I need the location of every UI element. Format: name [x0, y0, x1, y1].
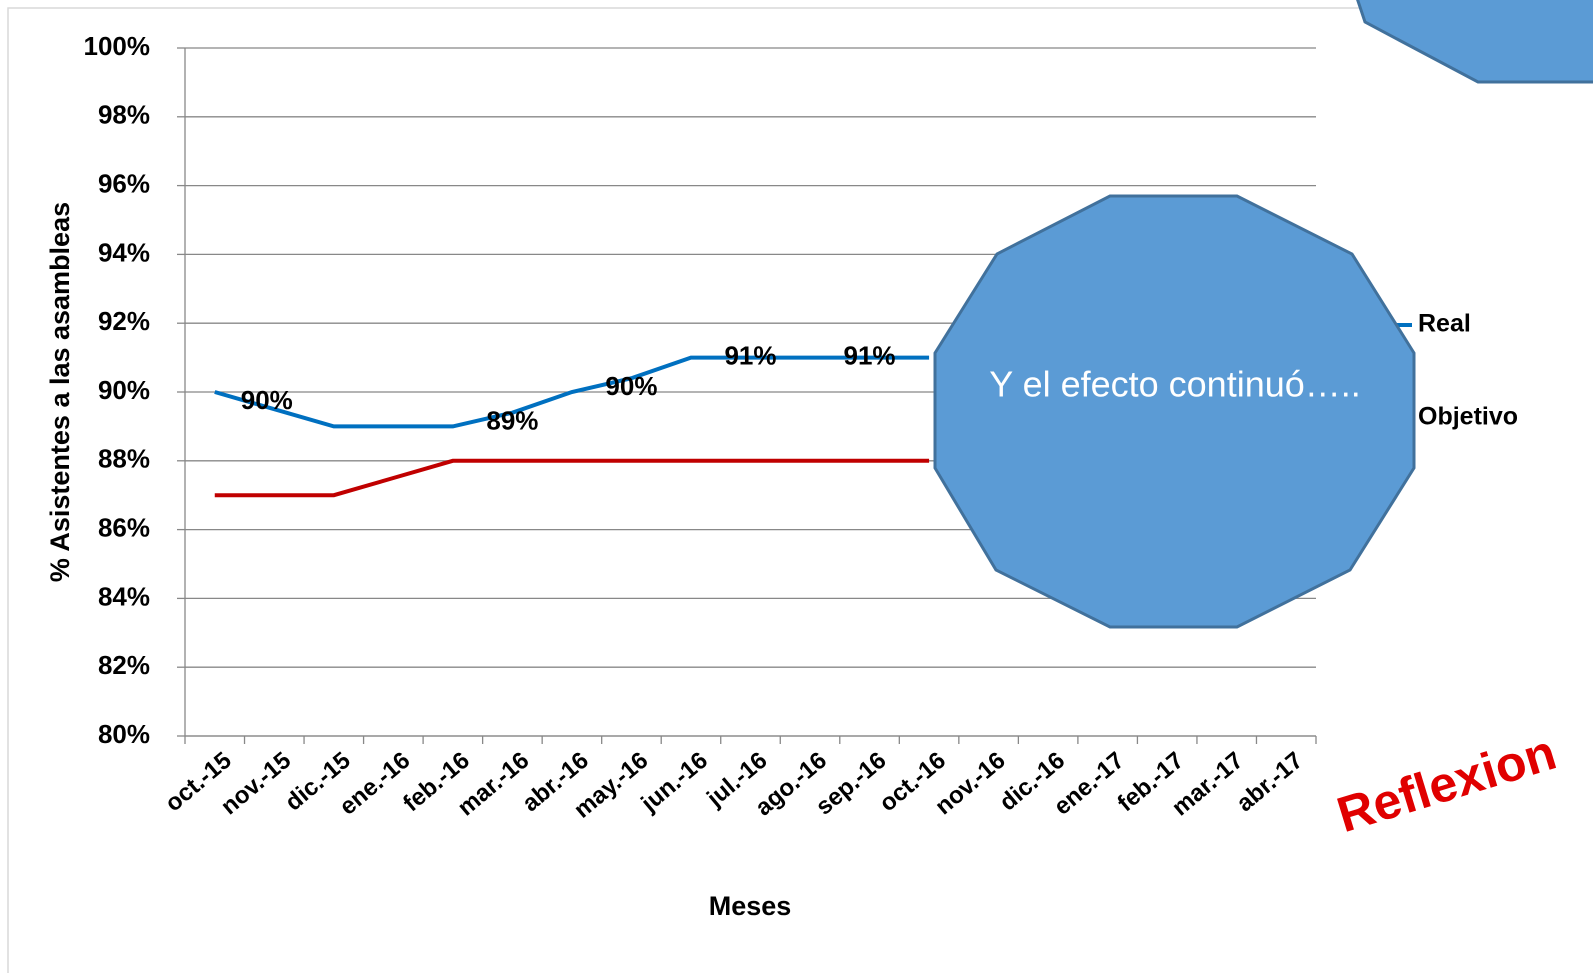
y-tick-label: 92% — [98, 306, 150, 336]
y-tick-label: 100% — [84, 31, 151, 61]
callout-text: Y el efecto continuó….. — [989, 364, 1361, 405]
y-axis-title: % Asistentes a las asambleas — [45, 202, 75, 582]
callout-shape — [933, 194, 1416, 629]
data-label: 91% — [724, 340, 776, 370]
y-tick-label: 86% — [98, 512, 150, 542]
y-tick-label: 94% — [98, 237, 150, 267]
x-axis-title: Meses — [709, 891, 792, 921]
corner-shape — [1356, 0, 1593, 84]
data-label: 89% — [486, 406, 538, 436]
y-tick-label: 96% — [98, 168, 150, 198]
series-line — [214, 458, 930, 498]
data-label: 91% — [844, 340, 896, 370]
y-tick-label: 82% — [98, 650, 150, 680]
legend-label: Real — [1418, 310, 1471, 338]
data-label: 90% — [605, 371, 657, 401]
y-tick-label: 88% — [98, 444, 150, 474]
series-line — [214, 355, 930, 429]
y-tick-label: 90% — [98, 375, 150, 405]
y-tick-label: 98% — [98, 100, 150, 130]
data-label: 90% — [241, 385, 293, 415]
legend-label: Objetivo — [1418, 403, 1518, 431]
y-tick-label: 84% — [98, 581, 150, 611]
y-tick-label: 80% — [98, 719, 150, 749]
